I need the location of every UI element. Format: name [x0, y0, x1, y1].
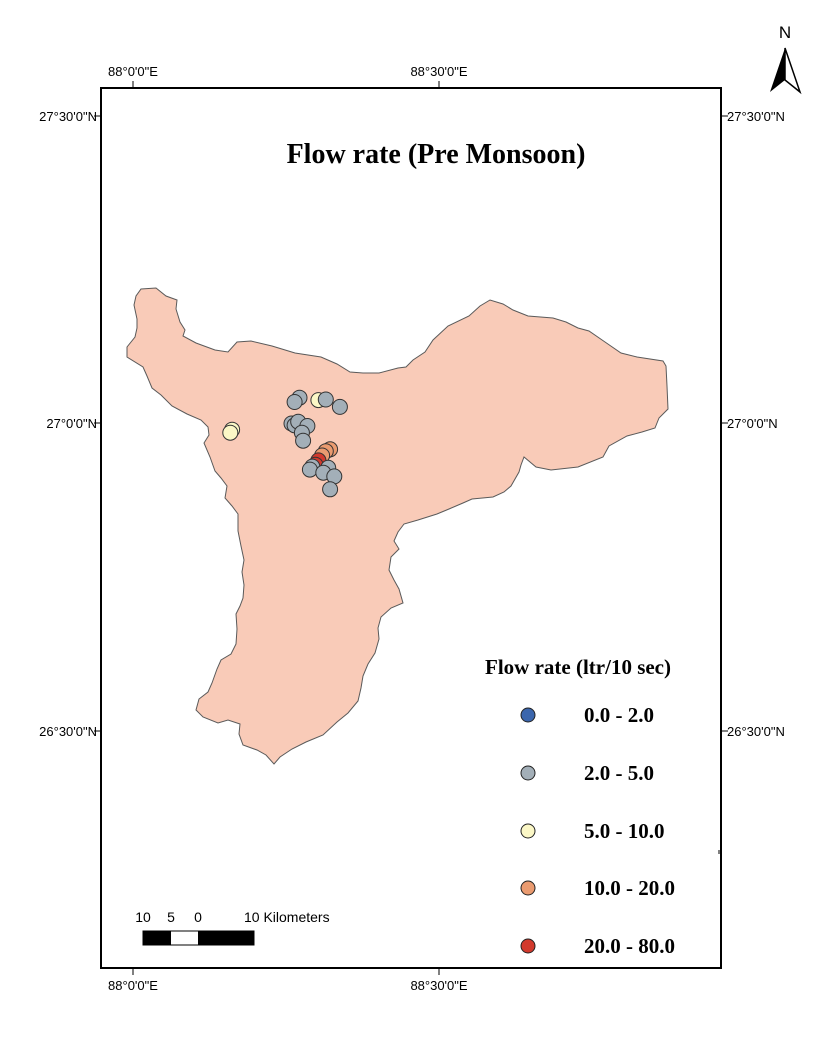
legend-label-10-20: 10.0 - 20.0 — [584, 876, 675, 900]
legend-swatch-10-20 — [520, 880, 536, 896]
bottom-lon-label-2: 88°30'0"E — [410, 978, 467, 993]
legend-swatch-2-5 — [520, 765, 536, 781]
legend-swatch-0-2 — [520, 707, 536, 723]
scale-bar-segment-3 — [198, 931, 254, 945]
sample-points — [222, 389, 348, 498]
scale-label-0: 0 — [194, 909, 202, 925]
graticule-ticks — [94, 81, 728, 975]
sample-point — [286, 394, 303, 410]
sample-point — [295, 432, 312, 449]
north-arrow-left-half — [770, 48, 785, 92]
legend-label-0-2: 0.0 - 2.0 — [584, 703, 654, 727]
bottom-lon-label-1: 88°0'0"E — [108, 978, 158, 993]
legend-swatch-5-10 — [520, 823, 536, 839]
left-lat-label-1: 27°30'0"N — [39, 109, 97, 124]
scale-label-5: 5 — [167, 909, 175, 925]
left-lat-label-2: 27°0'0"N — [46, 416, 97, 431]
north-arrow-right-half — [784, 47, 802, 95]
legend-label-5-10: 5.0 - 10.0 — [584, 819, 665, 843]
legend-title: Flow rate (ltr/10 sec) — [485, 655, 671, 679]
legend-label-20-80: 20.0 - 80.0 — [584, 934, 675, 958]
sample-point — [222, 424, 239, 441]
scale-bar-segment-1 — [143, 931, 171, 945]
study-area-polygon — [126, 287, 669, 765]
left-lat-label-3: 26°30'0"N — [39, 724, 97, 739]
top-lon-label-2: 88°30'0"E — [410, 64, 467, 79]
north-arrow-label: N — [779, 23, 791, 42]
sample-point — [301, 461, 318, 478]
right-lat-label-2: 27°0'0"N — [727, 416, 778, 431]
scale-label-km: 10 Kilometers — [244, 909, 330, 925]
right-lat-label-3: 26°30'0"N — [727, 724, 785, 739]
map-title: Flow rate (Pre Monsoon) — [287, 139, 586, 170]
legend-swatch-20-80 — [520, 938, 536, 954]
scale-bar: 10 5 0 10 Kilometers — [135, 909, 330, 946]
right-lat-label-1: 27°30'0"N — [727, 109, 785, 124]
north-arrow: N — [770, 23, 802, 95]
top-lon-label-1: 88°0'0"E — [108, 64, 158, 79]
legend: Flow rate (ltr/10 sec) 0.0 - 2.0 2.0 - 5… — [485, 655, 675, 958]
map-frame — [100, 87, 722, 969]
sample-point — [317, 391, 334, 408]
legend-label-2-5: 2.0 - 5.0 — [584, 761, 654, 785]
scale-label-10: 10 — [135, 909, 151, 925]
sample-point — [331, 398, 348, 415]
sample-point — [322, 481, 339, 498]
